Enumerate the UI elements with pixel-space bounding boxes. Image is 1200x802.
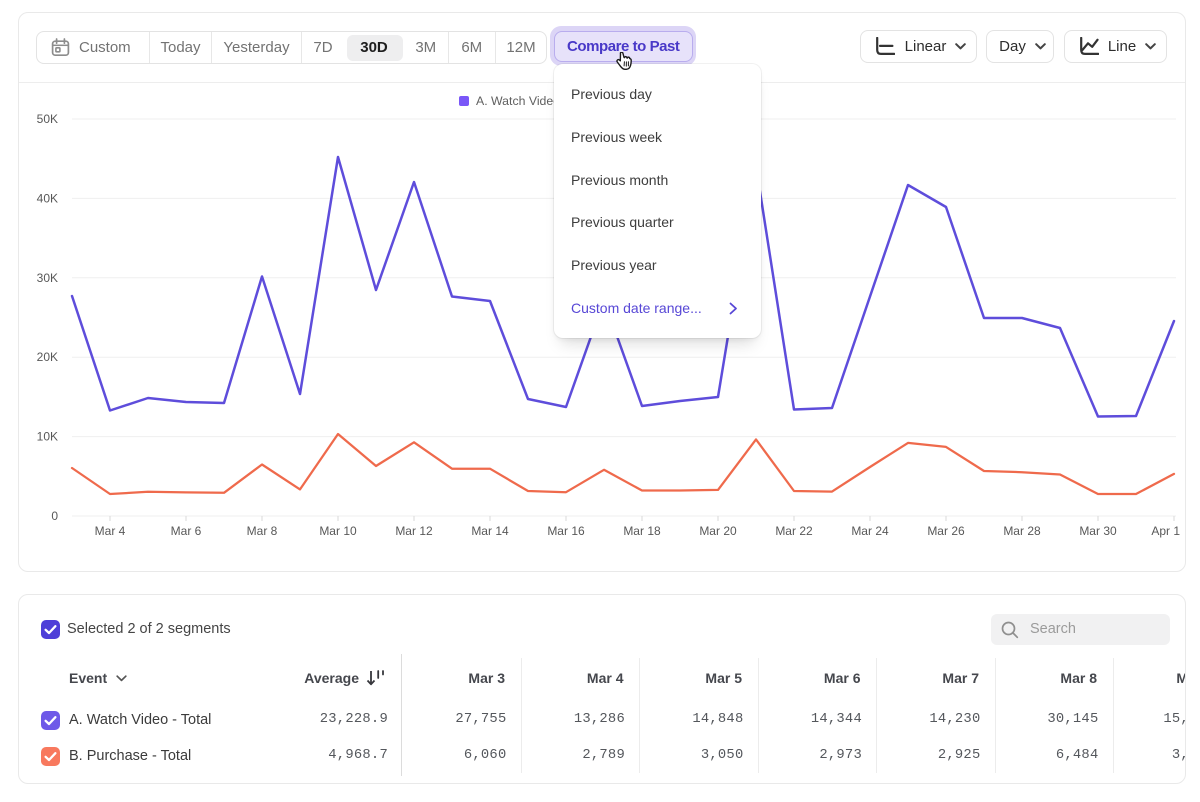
svg-text:Mar 28: Mar 28 (1003, 524, 1041, 538)
svg-text:Mar 4: Mar 4 (95, 524, 126, 538)
svg-text:Mar 12: Mar 12 (395, 524, 433, 538)
svg-text:Mar 18: Mar 18 (623, 524, 661, 538)
svg-text:10K: 10K (37, 430, 58, 444)
svg-text:50K: 50K (37, 112, 58, 126)
svg-text:30K: 30K (37, 271, 58, 285)
svg-text:Mar 20: Mar 20 (699, 524, 737, 538)
svg-text:Mar 8: Mar 8 (247, 524, 278, 538)
svg-text:Mar 30: Mar 30 (1079, 524, 1117, 538)
svg-text:Mar 26: Mar 26 (927, 524, 965, 538)
svg-text:Apr 1: Apr 1 (1151, 524, 1180, 538)
svg-text:Mar 24: Mar 24 (851, 524, 889, 538)
svg-text:0: 0 (51, 509, 58, 523)
svg-text:Mar 14: Mar 14 (471, 524, 509, 538)
svg-text:Mar 22: Mar 22 (775, 524, 813, 538)
svg-text:40K: 40K (37, 191, 58, 205)
svg-text:20K: 20K (37, 350, 58, 364)
svg-text:Mar 16: Mar 16 (547, 524, 585, 538)
svg-text:Mar 6: Mar 6 (171, 524, 202, 538)
svg-text:Mar 10: Mar 10 (319, 524, 357, 538)
